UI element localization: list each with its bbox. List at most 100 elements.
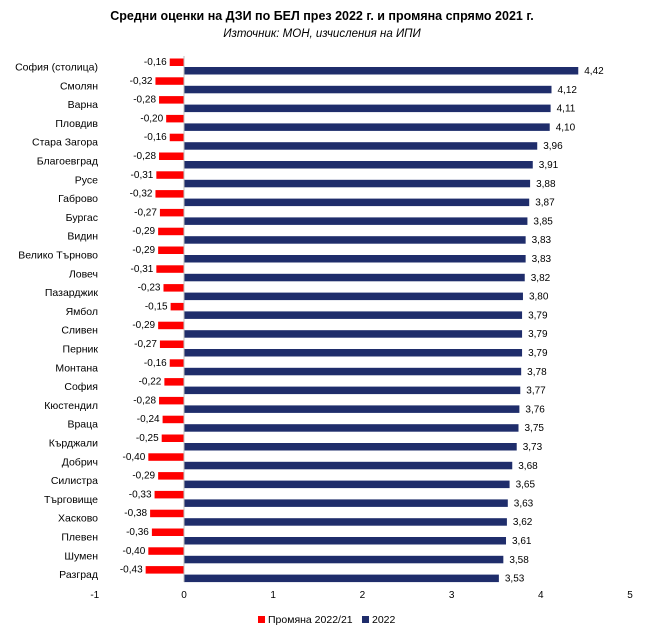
data-label-change: -0,29	[132, 320, 155, 331]
bar-2022	[184, 217, 528, 225]
category-label: Хасково	[58, 513, 98, 525]
legend-swatch-2022	[362, 616, 369, 623]
data-label-change: -0,29	[132, 226, 155, 237]
data-label-2022: 3,68	[518, 461, 538, 472]
bar-change	[148, 547, 184, 555]
bar-change	[155, 77, 184, 85]
category-label: Ловеч	[69, 268, 98, 280]
data-label-2022: 3,62	[513, 517, 533, 528]
chart-subtitle: Източник: МОН, изчисления на ИПИ	[223, 28, 421, 40]
data-label-2022: 3,79	[528, 329, 548, 340]
bar-change	[169, 58, 184, 66]
bar-change	[158, 227, 184, 236]
data-label-2022: 3,78	[527, 367, 547, 378]
data-label-change: -0,29	[132, 471, 155, 482]
data-label-change: -0,33	[129, 489, 152, 500]
data-label-2022: 4,10	[556, 122, 576, 133]
category-label: Силистра	[51, 475, 98, 487]
x-tick-label: 4	[538, 590, 544, 601]
data-label-change: -0,15	[145, 301, 168, 312]
data-label-2022: 3,80	[529, 292, 549, 303]
bar-change	[159, 96, 184, 104]
data-label-change: -0,28	[133, 95, 156, 106]
data-label-2022: 3,83	[532, 254, 552, 265]
bar-2022	[184, 85, 552, 94]
data-label-2022: 3,76	[525, 404, 545, 415]
category-label: Смолян	[60, 80, 98, 92]
bar-2022	[184, 198, 530, 207]
bar-change	[159, 396, 184, 405]
bar-2022	[184, 142, 538, 150]
bar-change	[169, 359, 184, 367]
data-label-change: -0,32	[130, 189, 153, 200]
bar-2022	[184, 292, 523, 301]
data-label-change: -0,36	[126, 527, 149, 538]
data-label-change: -0,20	[140, 113, 163, 124]
data-label-change: -0,43	[120, 565, 143, 576]
category-label: Сливен	[61, 325, 98, 337]
category-label: Добрич	[62, 456, 98, 468]
category-label: Русе	[75, 174, 98, 186]
data-label-2022: 3,91	[539, 160, 559, 171]
data-label-change: -0,32	[130, 76, 153, 87]
bar-2022	[184, 574, 499, 583]
data-label-change: -0,38	[124, 508, 147, 519]
category-label: Търговище	[44, 494, 98, 506]
category-label: Шумен	[64, 550, 98, 562]
bar-2022	[184, 461, 513, 470]
category-label: Пловдив	[55, 118, 98, 130]
bar-2022	[184, 405, 520, 413]
bar-2022	[184, 386, 521, 395]
data-label-2022: 3,73	[523, 442, 543, 453]
bar-2022	[184, 161, 533, 169]
category-label: Разград	[59, 569, 98, 581]
bar-change	[169, 133, 184, 142]
bar-2022	[184, 236, 526, 244]
bar-2022	[184, 349, 523, 357]
bar-2022	[184, 123, 550, 131]
bar-change	[145, 566, 184, 574]
bar-change	[170, 302, 184, 311]
data-label-2022: 3,61	[512, 536, 532, 547]
category-label: Кърджали	[49, 438, 98, 450]
bar-change	[158, 246, 184, 254]
bar-2022	[184, 443, 517, 451]
bar-change	[163, 284, 184, 292]
bar-change	[156, 265, 184, 273]
category-label: Кюстендил	[44, 400, 98, 412]
category-label: Плевен	[61, 532, 98, 544]
bar-change	[156, 171, 184, 179]
data-label-change: -0,16	[144, 57, 167, 68]
category-label: Варна	[68, 99, 98, 111]
data-label-change: -0,16	[144, 132, 167, 143]
data-label-change: -0,31	[131, 264, 154, 275]
data-label-change: -0,24	[137, 414, 160, 425]
bar-2022	[184, 330, 523, 338]
plot-area: София (столица) -0,16 4,42 Смолян -0,32 4,12 В…	[15, 57, 604, 585]
bar-2022	[184, 480, 510, 489]
data-label-2022: 3,79	[528, 310, 548, 321]
category-label: Пазарджик	[45, 287, 99, 299]
bar-change	[151, 528, 184, 536]
x-tick-label: 0	[181, 590, 187, 601]
data-label-2022: 3,83	[532, 235, 552, 246]
category-label: Габрово	[58, 193, 98, 205]
chart-title: Средни оценки на ДЗИ по БЕЛ през 2022 г.…	[110, 9, 534, 23]
bar-2022	[184, 499, 508, 507]
legend-label-change: Промяна 2022/21	[268, 614, 353, 626]
category-label: Перник	[63, 344, 99, 356]
legend: Промяна 2022/21 2022	[258, 614, 396, 626]
bar-2022	[184, 424, 519, 432]
bar-2022	[184, 555, 504, 564]
bar-change	[158, 321, 184, 330]
data-label-change: -0,40	[123, 452, 146, 463]
data-label-change: -0,27	[134, 207, 157, 218]
category-label: София	[64, 381, 98, 393]
category-label: Ямбол	[66, 306, 98, 318]
bar-change	[158, 472, 184, 480]
data-label-change: -0,31	[131, 170, 154, 181]
data-label-2022: 4,11	[557, 104, 576, 115]
data-label-2022: 3,53	[505, 574, 525, 585]
x-tick-label: 1	[270, 590, 276, 601]
